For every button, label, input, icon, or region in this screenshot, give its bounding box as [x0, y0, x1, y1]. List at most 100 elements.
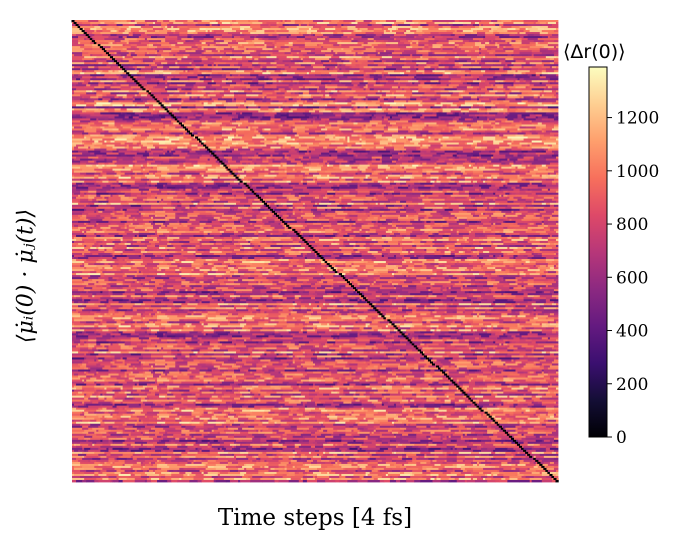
heatmap-cell [153, 28, 164, 31]
heatmap-cell [442, 72, 445, 75]
heatmap-cell [503, 46, 506, 49]
heatmap-cell [383, 40, 389, 43]
heatmap-cell [543, 40, 555, 43]
heatmap-cell [288, 64, 302, 67]
heatmap-cell [448, 66, 454, 69]
heatmap-cell [363, 42, 369, 45]
heatmap-cell [280, 76, 294, 79]
heatmap-cell [541, 46, 545, 49]
heatmap-cell [444, 62, 450, 65]
heatmap-cell [539, 74, 543, 77]
heatmap-cell [525, 44, 533, 47]
heatmap-cell [82, 70, 87, 73]
heatmap-cell [155, 76, 166, 79]
heatmap-cell [110, 68, 119, 71]
heatmap-cell [462, 44, 476, 47]
heatmap-cell [442, 74, 450, 77]
heatmap-cell [363, 70, 375, 73]
heatmap-cell [132, 32, 136, 35]
heatmap-cell [310, 40, 318, 43]
heatmap-cell [169, 68, 180, 71]
heatmap-cell [163, 78, 166, 81]
heatmap-cell [134, 46, 138, 49]
heatmap-cell [527, 38, 539, 41]
heatmap-cell [547, 22, 557, 25]
heatmap-cell [430, 66, 439, 69]
heatmap-cell [258, 58, 267, 61]
heatmap-cell [142, 36, 152, 39]
heatmap-cell [333, 30, 336, 33]
heatmap-cell [422, 34, 429, 37]
heatmap-cell [458, 36, 464, 39]
heatmap-cell [231, 46, 237, 49]
heatmap-cell [242, 64, 253, 67]
heatmap-cell [345, 58, 354, 61]
heatmap-cell [414, 76, 417, 79]
diagonal-cell [73, 22, 77, 25]
heatmap-cell [268, 24, 271, 27]
heatmap-cell [110, 72, 124, 75]
heatmap-cell [321, 60, 330, 63]
heatmap-cell [495, 62, 502, 65]
heatmap-cell [270, 54, 281, 57]
heatmap-cell [211, 68, 223, 71]
heatmap-cell [306, 32, 312, 35]
heatmap-cell [72, 64, 83, 67]
heatmap-cell [195, 44, 198, 47]
heatmap-cell [193, 20, 198, 23]
heatmap-cell [470, 32, 478, 35]
heatmap-cell [256, 76, 261, 79]
heatmap-cell [116, 52, 119, 55]
heatmap-cell [246, 54, 251, 57]
heatmap-cell [84, 62, 91, 65]
heatmap-cell [82, 24, 91, 27]
heatmap-cell [385, 76, 397, 79]
heatmap-cell [276, 62, 286, 65]
heatmap-cell [456, 40, 464, 43]
heatmap-cell [126, 54, 132, 57]
heatmap-cell [276, 64, 286, 67]
heatmap-cell [426, 62, 435, 65]
heatmap-cell [491, 20, 498, 23]
heatmap-cell [533, 56, 547, 59]
heatmap-cell [92, 50, 103, 53]
heatmap-cell [412, 40, 419, 43]
heatmap-cell [153, 60, 160, 63]
heatmap-cell [440, 32, 454, 35]
heatmap-cell [369, 66, 375, 69]
heatmap-cell [193, 72, 202, 75]
heatmap-cell [442, 20, 456, 23]
heatmap-cell [481, 58, 494, 61]
heatmap-cell [495, 72, 508, 75]
heatmap-cell [169, 74, 182, 77]
heatmap-cell [373, 28, 383, 31]
heatmap-cell [359, 40, 364, 43]
heatmap-cell [201, 46, 215, 49]
heatmap-cell [404, 42, 411, 45]
heatmap-cell [167, 30, 172, 33]
heatmap-cell [96, 60, 107, 63]
heatmap-cell [466, 48, 480, 51]
heatmap-cell [304, 56, 310, 59]
heatmap-cell [161, 40, 166, 43]
heatmap-cell [144, 62, 156, 65]
heatmap-cell [276, 36, 281, 39]
heatmap-cell [157, 68, 164, 71]
diagonal-cell [77, 26, 81, 29]
heatmap-cell [483, 46, 486, 49]
heatmap-cell [74, 70, 83, 73]
heatmap-cell [90, 54, 93, 57]
heatmap-cell [308, 76, 320, 79]
heatmap-cell [432, 56, 437, 59]
heatmap-cell [128, 34, 134, 37]
heatmap-cell [106, 50, 109, 53]
heatmap-cell [312, 26, 322, 29]
heatmap-cell [136, 40, 140, 43]
heatmap-cell [479, 54, 486, 57]
heatmap-cell [298, 62, 308, 65]
heatmap-cell [236, 30, 249, 33]
heatmap-cell [161, 24, 168, 27]
heatmap-cell [72, 30, 83, 33]
heatmap-cell [252, 58, 255, 61]
heatmap-cell [454, 44, 460, 47]
